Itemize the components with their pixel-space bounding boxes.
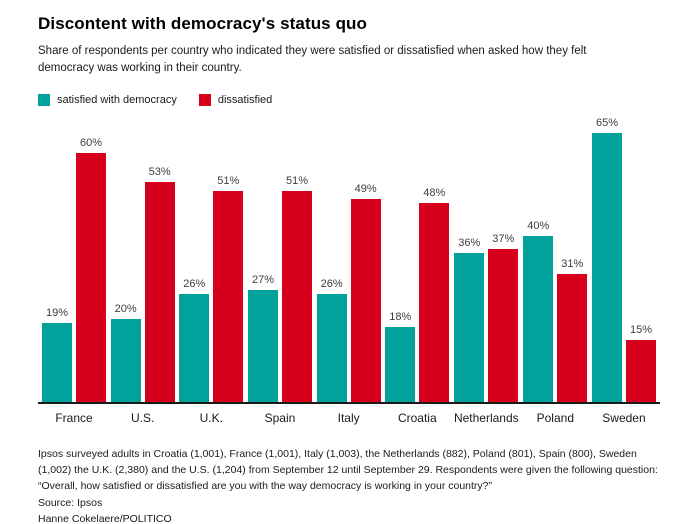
bar-value-label: 51% bbox=[217, 175, 240, 188]
chart-area: 19% 60% France 20% 53% U.S. 26% 51% U.K. 27% 51% Sp… bbox=[38, 112, 660, 425]
bar-pair: 40% 31% bbox=[523, 112, 588, 403]
bar-dissatisfied bbox=[213, 191, 244, 403]
category-label: Sweden bbox=[602, 411, 646, 426]
bar-wrap: 53% bbox=[144, 166, 175, 403]
bar-wrap: 15% bbox=[625, 324, 656, 403]
bar-value-label: 40% bbox=[527, 220, 550, 233]
bar-wrap: 51% bbox=[281, 175, 312, 403]
category-label: Italy bbox=[337, 411, 360, 426]
bar-satisfied bbox=[316, 294, 347, 403]
bar-satisfied bbox=[247, 290, 278, 403]
x-axis-line bbox=[38, 402, 660, 405]
bar-dissatisfied bbox=[144, 182, 175, 403]
bar-satisfied bbox=[523, 236, 554, 403]
bar-satisfied bbox=[179, 294, 210, 403]
bar-value-label: 48% bbox=[423, 187, 446, 200]
bar-group: 65% 15% Sweden bbox=[591, 112, 656, 426]
legend-label-satisfied: satisfied with democracy bbox=[57, 94, 177, 107]
bar-wrap: 27% bbox=[247, 274, 278, 403]
legend-swatch-satisfied-icon bbox=[38, 94, 50, 107]
bar-dissatisfied bbox=[281, 191, 312, 403]
bar-value-label: 36% bbox=[458, 237, 481, 250]
category-label: France bbox=[55, 411, 93, 426]
chart-subtitle: Share of respondents per country who ind… bbox=[38, 45, 587, 74]
bar-value-label: 51% bbox=[285, 175, 308, 188]
bar-wrap: 20% bbox=[110, 303, 141, 403]
category-label: Netherlands bbox=[453, 411, 519, 426]
bar-satisfied bbox=[454, 253, 485, 403]
bar-wrap: 19% bbox=[42, 307, 72, 403]
bar-group: 40% 31% Poland bbox=[523, 112, 588, 426]
bar-wrap: 40% bbox=[523, 220, 554, 403]
bar-pair: 36% 37% bbox=[454, 112, 519, 403]
bar-group: 27% 51% Spain bbox=[247, 112, 312, 426]
bar-dissatisfied bbox=[419, 203, 450, 403]
bar-pair: 19% 60% bbox=[42, 112, 106, 403]
bar-value-label: 31% bbox=[561, 258, 584, 271]
bar-dissatisfied bbox=[557, 274, 588, 403]
bar-group: 18% 48% Croatia bbox=[385, 112, 450, 426]
bar-wrap: 48% bbox=[419, 187, 450, 403]
bar-dissatisfied bbox=[350, 199, 381, 403]
bar-wrap: 49% bbox=[350, 183, 381, 403]
chart-footer: Ipsos surveyed adults in Croatia (1,001)… bbox=[38, 447, 660, 524]
bar-value-label: 20% bbox=[114, 303, 137, 316]
methodology-note: Ipsos surveyed adults in Croatia (1,001)… bbox=[38, 448, 658, 492]
bar-pair: 26% 51% bbox=[179, 112, 244, 403]
category-label: Croatia bbox=[397, 411, 437, 426]
bar-value-label: 18% bbox=[389, 311, 412, 324]
bar-value-label: 60% bbox=[79, 137, 103, 150]
chart-plot: 19% 60% France 20% 53% U.S. 26% 51% U.K. 27% 51% Sp… bbox=[38, 112, 660, 425]
bar-value-label: 27% bbox=[251, 274, 274, 287]
bar-group: 36% 37% Netherlands bbox=[454, 112, 519, 425]
bar-group: 26% 51% U.K. bbox=[179, 112, 244, 426]
bar-wrap: 65% bbox=[591, 117, 622, 403]
bar-pair: 26% 49% bbox=[316, 112, 381, 403]
chart-legend: satisfied with democracy dissatisfied bbox=[38, 94, 660, 107]
bar-satisfied bbox=[591, 133, 622, 403]
bar-dissatisfied bbox=[625, 340, 656, 403]
bar-value-label: 37% bbox=[492, 233, 515, 246]
bar-wrap: 31% bbox=[557, 258, 588, 403]
bar-wrap: 18% bbox=[385, 311, 416, 403]
category-label: Spain bbox=[264, 411, 296, 426]
bar-satisfied bbox=[385, 327, 416, 403]
bar-pair: 18% 48% bbox=[385, 112, 450, 403]
legend-item-satisfied: satisfied with democracy bbox=[38, 94, 177, 107]
bar-group: 19% 60% France bbox=[42, 112, 106, 425]
bar-wrap: 37% bbox=[488, 233, 519, 403]
bar-value-label: 15% bbox=[629, 324, 652, 337]
bar-value-label: 49% bbox=[354, 183, 377, 196]
legend-label-dissatisfied: dissatisfied bbox=[217, 94, 273, 107]
bar-wrap: 26% bbox=[316, 278, 347, 403]
bar-value-label: 53% bbox=[148, 166, 171, 179]
bar-pair: 27% 51% bbox=[247, 112, 312, 403]
bar-wrap: 26% bbox=[179, 278, 210, 403]
bar-value-label: 19% bbox=[45, 307, 69, 320]
legend-item-dissatisfied: dissatisfied bbox=[198, 94, 273, 107]
bar-wrap: 51% bbox=[213, 175, 244, 403]
page-title: Discontent with democracy's status quo bbox=[38, 14, 368, 33]
source-line: Source: Ipsos bbox=[38, 496, 103, 509]
bar-dissatisfied bbox=[76, 153, 106, 403]
bar-dissatisfied bbox=[488, 249, 519, 403]
bar-value-label: 65% bbox=[595, 117, 618, 130]
bar-group: 26% 49% Italy bbox=[316, 112, 381, 426]
bar-pair: 20% 53% bbox=[110, 112, 175, 403]
bar-satisfied bbox=[42, 323, 72, 403]
credit-line: Hanne Cokelaere/POLITICO bbox=[38, 513, 172, 524]
bar-wrap: 36% bbox=[454, 237, 485, 403]
bar-pair: 65% 15% bbox=[591, 112, 656, 403]
bar-satisfied bbox=[110, 319, 141, 403]
category-label: U.K. bbox=[199, 411, 223, 426]
bar-value-label: 26% bbox=[183, 278, 206, 291]
category-label: U.S. bbox=[130, 411, 155, 426]
bar-value-label: 26% bbox=[320, 278, 343, 291]
bar-group: 20% 53% U.S. bbox=[110, 112, 175, 426]
category-label: Poland bbox=[536, 411, 574, 426]
legend-swatch-dissatisfied-icon bbox=[198, 94, 211, 107]
bar-wrap: 60% bbox=[76, 137, 106, 403]
